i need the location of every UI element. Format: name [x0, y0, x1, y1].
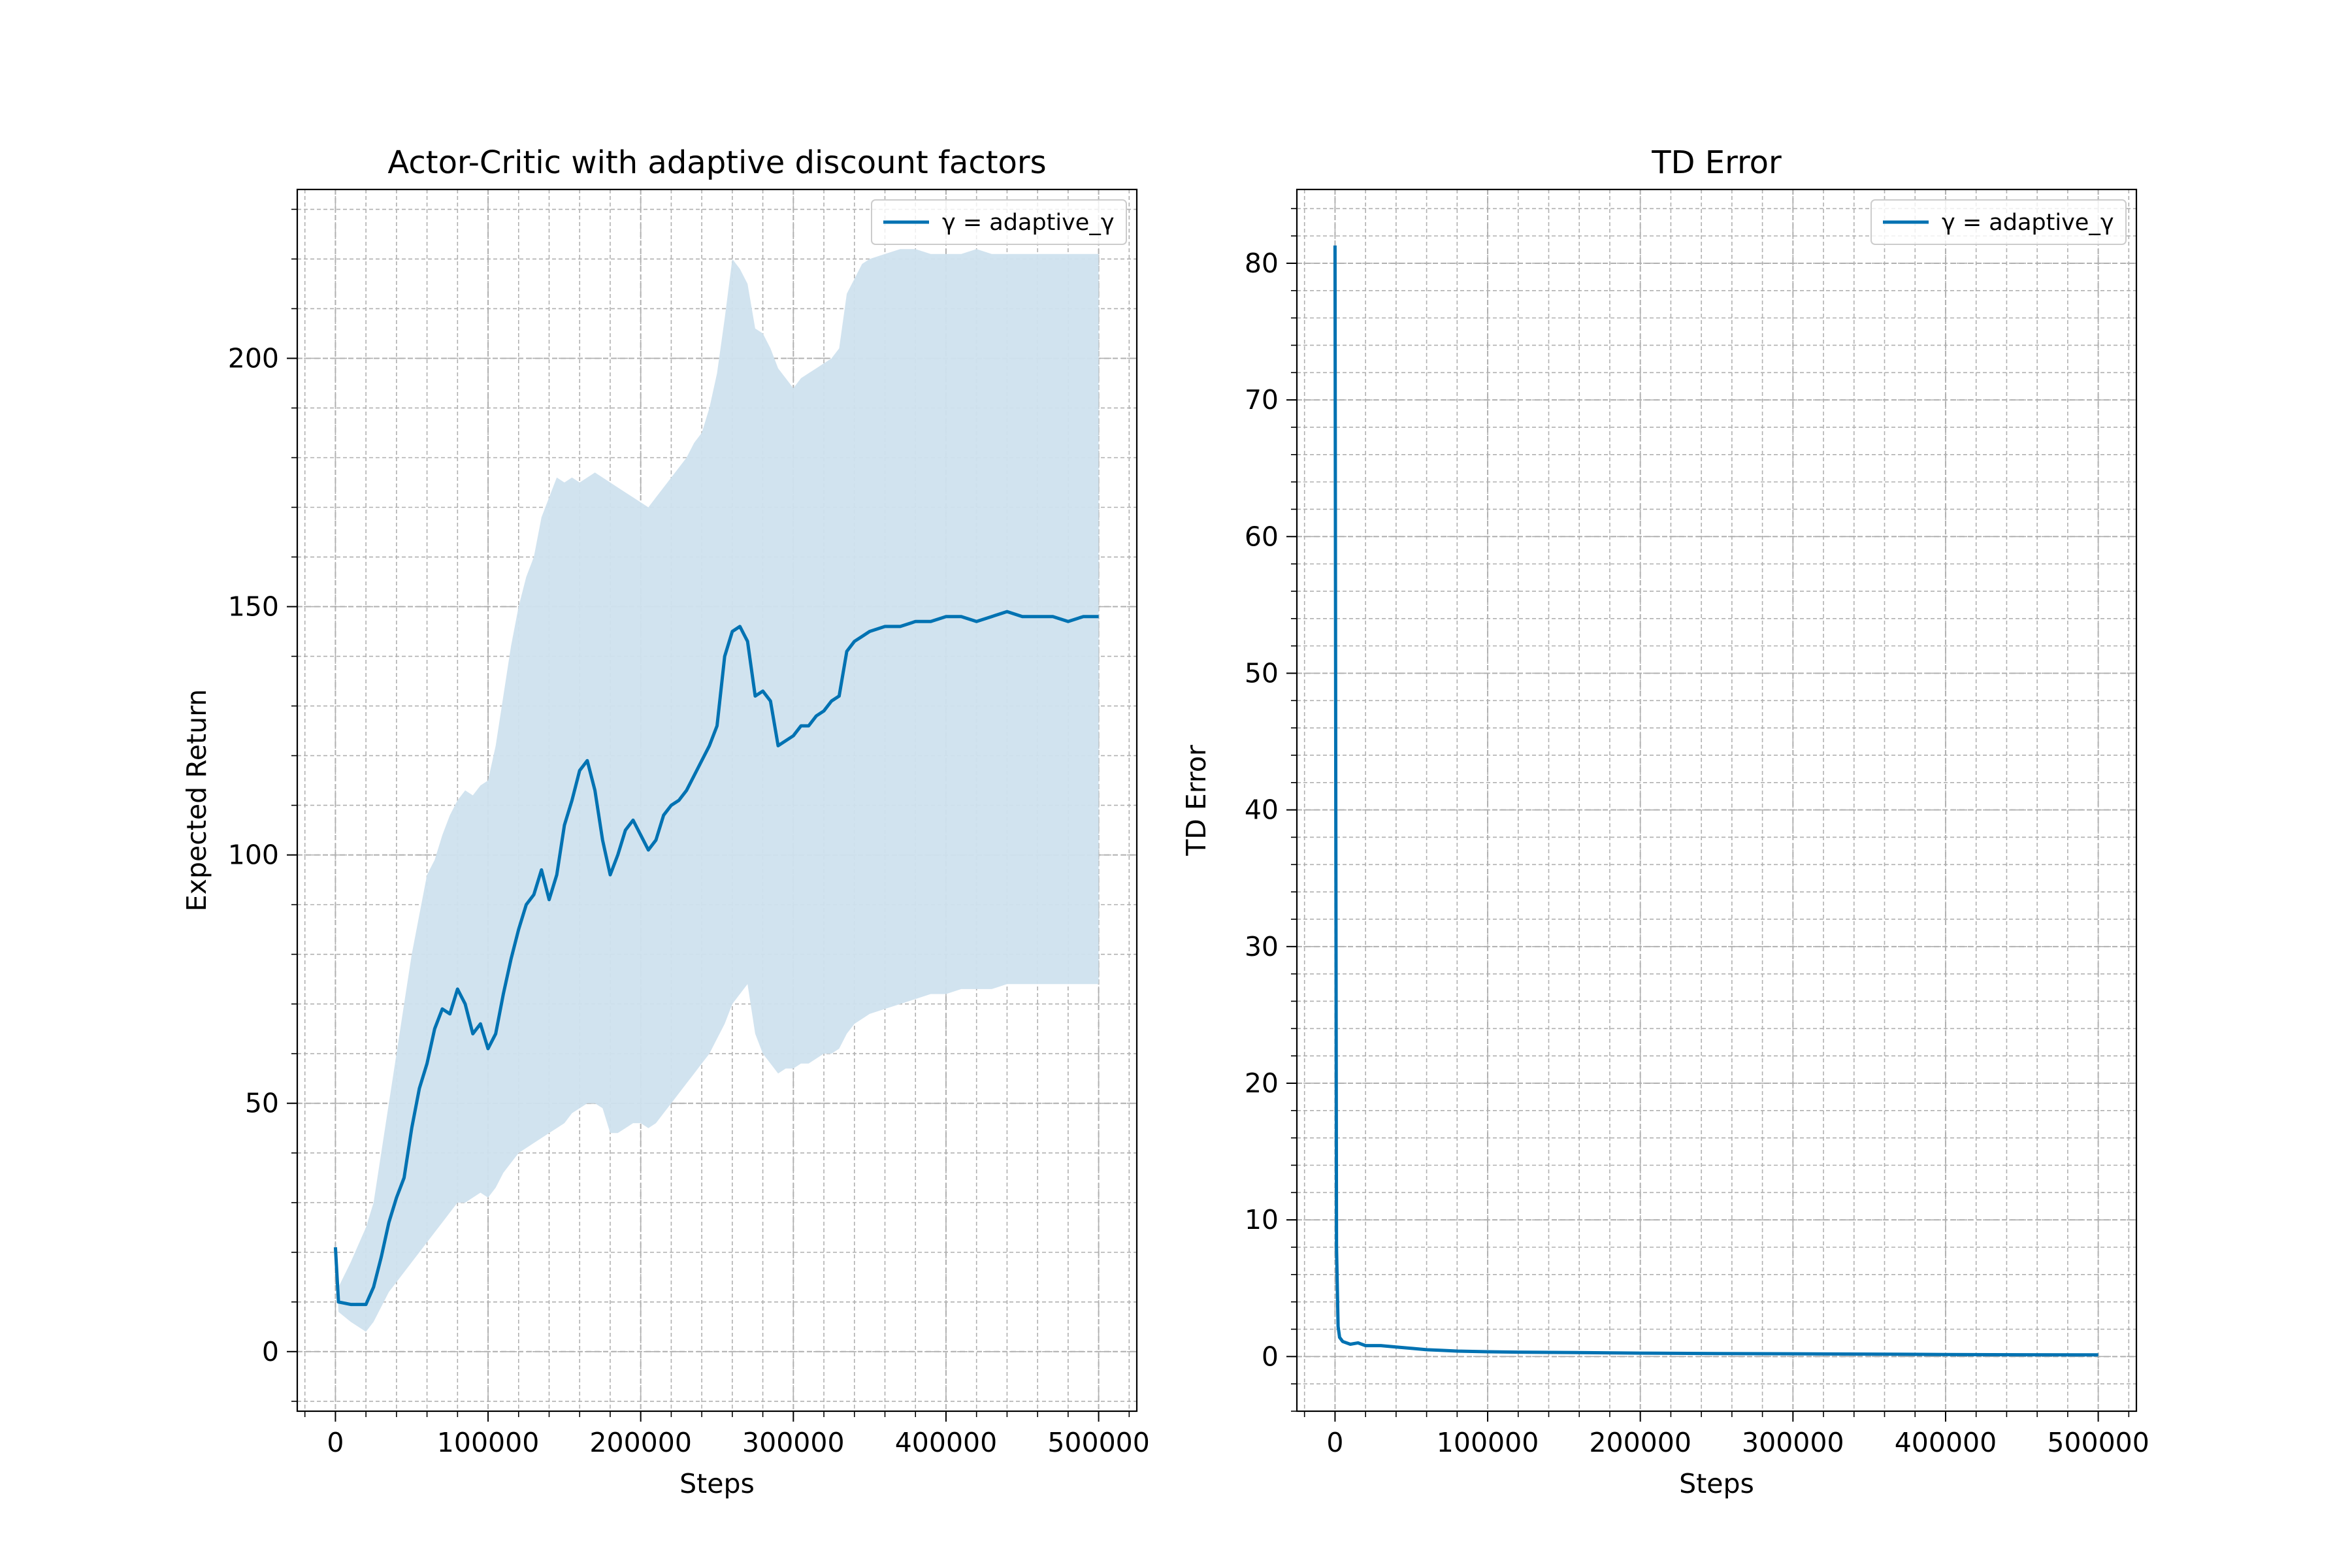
- x-tick-label: 300000: [1742, 1427, 1844, 1458]
- axes-frame: [1296, 188, 2138, 1413]
- tick-layer: 0 100000 200000 300000 400000 500000 0 50 100 150…: [228, 208, 1150, 1458]
- y-tick-label: 10: [1245, 1204, 1279, 1235]
- panel-td-error: 0 100000 200000 300000 400000 500000 0 10 20 30 40…: [1181, 144, 2149, 1499]
- y-axis-label: TD Error: [1181, 745, 1212, 857]
- y-tick-label: 200: [228, 342, 279, 374]
- y-tick-label: 50: [245, 1088, 279, 1119]
- panel-expected-return: 0 100000 200000 300000 400000 500000 0 50 100 150…: [181, 144, 1150, 1499]
- y-tick-label: 20: [1245, 1068, 1279, 1099]
- tick-layer: 0 100000 200000 300000 400000 500000 0 10 20 30 40…: [1245, 208, 2149, 1458]
- y-tick-label: 0: [262, 1336, 279, 1367]
- chart-title: TD Error: [1651, 144, 1782, 181]
- y-tick-label: 30: [1245, 931, 1279, 962]
- y-tick-label: 40: [1245, 794, 1279, 826]
- confidence-band: [335, 249, 1099, 1332]
- y-tick-label: 0: [1262, 1341, 1279, 1372]
- legend-box: [1870, 199, 2127, 245]
- legend-label: γ = adaptive_γ: [1942, 210, 2114, 236]
- y-tick-label: 70: [1245, 384, 1279, 416]
- x-tick-label: 100000: [1437, 1427, 1539, 1458]
- x-axis-label: Steps: [679, 1468, 755, 1499]
- y-tick-label: 150: [228, 591, 279, 623]
- legend: γ = adaptive_γ: [1870, 199, 2127, 245]
- series-line: [333, 610, 1099, 1307]
- chart-title: Actor-Critic with adaptive discount fact…: [387, 144, 1046, 181]
- x-tick-label: 400000: [895, 1427, 998, 1458]
- x-tick-label: 100000: [437, 1427, 540, 1458]
- y-axis-label: Expected Return: [181, 689, 212, 911]
- x-axis-label: Steps: [1679, 1468, 1754, 1499]
- x-tick-label: 500000: [2047, 1427, 2149, 1458]
- legend-box: [871, 199, 1127, 245]
- x-tick-label: 500000: [1047, 1427, 1150, 1458]
- x-tick-label: 200000: [589, 1427, 692, 1458]
- x-tick-label: 300000: [742, 1427, 845, 1458]
- x-tick-label: 0: [1326, 1427, 1343, 1458]
- y-tick-label: 60: [1245, 521, 1279, 552]
- band-layer: [335, 249, 1099, 1332]
- legend-label: γ = adaptive_γ: [942, 210, 1115, 236]
- line-layer: [1333, 245, 2099, 1357]
- y-tick-label: 100: [228, 840, 279, 871]
- axes-frame: [296, 188, 1138, 1413]
- series-line: [1333, 245, 2099, 1357]
- line-layer: [333, 610, 1099, 1307]
- legend: γ = adaptive_γ: [871, 199, 1127, 245]
- y-tick-label: 80: [1245, 248, 1279, 279]
- x-tick-label: 400000: [1895, 1427, 1997, 1458]
- y-tick-label: 50: [1245, 657, 1279, 689]
- x-tick-label: 0: [327, 1427, 344, 1458]
- x-tick-label: 200000: [1589, 1427, 1691, 1458]
